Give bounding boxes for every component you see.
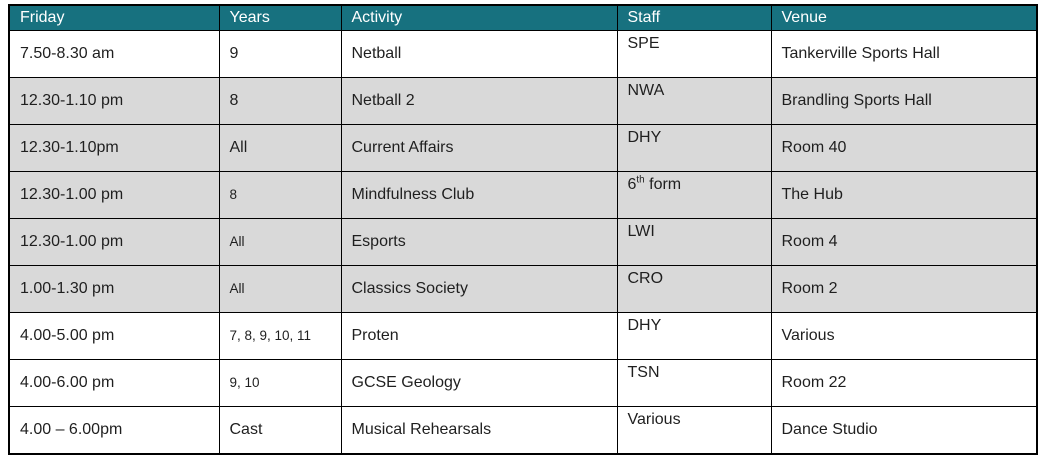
cell-years: All — [218, 124, 342, 172]
cell-activity: Proten — [340, 312, 618, 360]
header-activity: Activity — [340, 4, 618, 31]
clubs-timetable: Friday Years Activity Staff Venue 7.50-8… — [8, 4, 1038, 455]
table-row: 1.00-1.30 pm All Classics Society CRO Room 2 — [8, 265, 1038, 313]
cell-venue: Dance Studio — [770, 406, 1038, 455]
cell-staff: Various — [616, 406, 772, 455]
cell-time: 12.30-1.10 pm — [8, 77, 220, 125]
cell-time: 12.30-1.10pm — [8, 124, 220, 172]
cell-activity: Classics Society — [340, 265, 618, 313]
cell-time: 1.00-1.30 pm — [8, 265, 220, 313]
cell-years: 8 — [218, 171, 342, 219]
cell-time: 4.00-6.00 pm — [8, 359, 220, 407]
cell-time: 4.00 – 6.00pm — [8, 406, 220, 455]
cell-staff: LWI — [616, 218, 772, 266]
header-day: Friday — [8, 4, 220, 31]
cell-staff: 6th form — [616, 171, 772, 219]
cell-venue: Brandling Sports Hall — [770, 77, 1038, 125]
timetable-body: 7.50-8.30 am 9 Netball SPE Tankerville Sport… — [8, 30, 1038, 455]
cell-years: Cast — [218, 406, 342, 455]
cell-venue: Tankerville Sports Hall — [770, 30, 1038, 78]
cell-venue: The Hub — [770, 171, 1038, 219]
timetable-header: Friday Years Activity Staff Venue — [8, 4, 1038, 31]
cell-time: 12.30-1.00 pm — [8, 218, 220, 266]
table-row: 7.50-8.30 am 9 Netball SPE Tankerville Sport… — [8, 30, 1038, 78]
header-years: Years — [218, 4, 342, 31]
cell-venue: Room 2 — [770, 265, 1038, 313]
cell-years: 9, 10 — [218, 359, 342, 407]
cell-activity: Mindfulness Club — [340, 171, 618, 219]
cell-venue: Room 22 — [770, 359, 1038, 407]
cell-years: All — [218, 218, 342, 266]
cell-staff: DHY — [616, 124, 772, 172]
cell-years: All — [218, 265, 342, 313]
cell-activity: Current Affairs — [340, 124, 618, 172]
table-row: 4.00-6.00 pm 9, 10 GCSE Geology TSN Room 22 — [8, 359, 1038, 407]
table-row: 4.00 – 6.00pm Cast Musical Rehearsals Vario… — [8, 406, 1038, 455]
cell-time: 12.30-1.00 pm — [8, 171, 220, 219]
cell-staff: DHY — [616, 312, 772, 360]
cell-venue: Room 4 — [770, 218, 1038, 266]
cell-staff: SPE — [616, 30, 772, 78]
cell-time: 4.00-5.00 pm — [8, 312, 220, 360]
cell-staff: TSN — [616, 359, 772, 407]
table-row: 4.00-5.00 pm 7, 8, 9, 10, 11 Proten DHY Vari… — [8, 312, 1038, 360]
cell-activity: Esports — [340, 218, 618, 266]
cell-years: 7, 8, 9, 10, 11 — [218, 312, 342, 360]
cell-venue: Various — [770, 312, 1038, 360]
cell-staff: CRO — [616, 265, 772, 313]
table-row: 12.30-1.10 pm 8 Netball 2 NWA Brandling Spor… — [8, 77, 1038, 125]
table-row: 12.30-1.00 pm 8 Mindfulness Club 6th form Th… — [8, 171, 1038, 219]
header-row: Friday Years Activity Staff Venue — [8, 4, 1038, 31]
cell-staff: NWA — [616, 77, 772, 125]
cell-activity: Netball 2 — [340, 77, 618, 125]
cell-years: 8 — [218, 77, 342, 125]
cell-activity: GCSE Geology — [340, 359, 618, 407]
table-row: 12.30-1.10pm All Current Affairs DHY Room 40 — [8, 124, 1038, 172]
header-staff: Staff — [616, 4, 772, 31]
cell-venue: Room 40 — [770, 124, 1038, 172]
cell-activity: Netball — [340, 30, 618, 78]
header-venue: Venue — [770, 4, 1038, 31]
cell-years: 9 — [218, 30, 342, 78]
cell-activity: Musical Rehearsals — [340, 406, 618, 455]
table-row: 12.30-1.00 pm All Esports LWI Room 4 — [8, 218, 1038, 266]
cell-time: 7.50-8.30 am — [8, 30, 220, 78]
